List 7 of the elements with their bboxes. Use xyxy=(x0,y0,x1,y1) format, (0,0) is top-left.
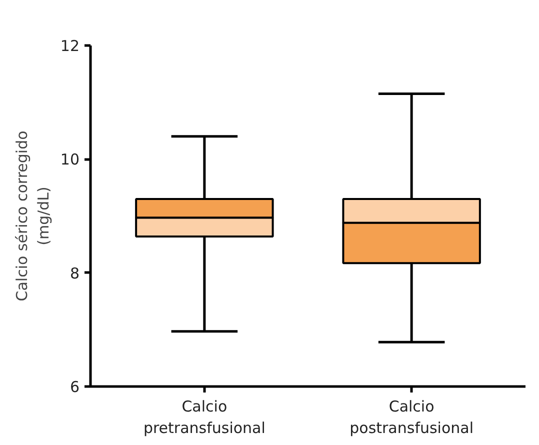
x-tick-label: Calcio postransfusional xyxy=(350,398,474,438)
y-axis-title: Calcio sérico corregido (mg/dL) xyxy=(12,130,52,302)
x-tick-label: Calcio pretransfusional xyxy=(143,398,266,438)
y-tick-label: 8 xyxy=(70,264,80,282)
y-tick-label: 6 xyxy=(70,378,80,396)
y-tick-label: 12 xyxy=(60,37,80,55)
y-tick-label: 10 xyxy=(60,150,80,169)
